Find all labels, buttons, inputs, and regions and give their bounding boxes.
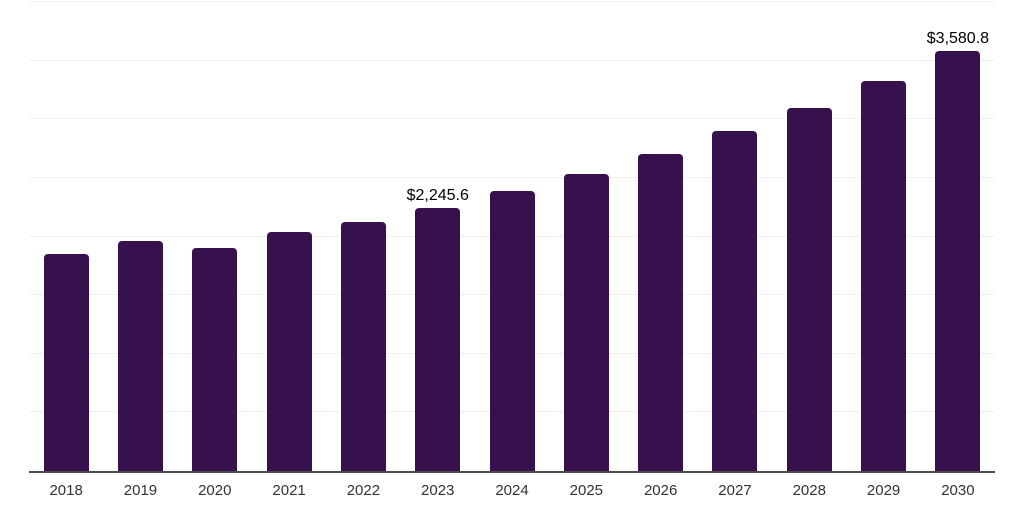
bar-2024 bbox=[489, 191, 535, 471]
x-tick-label-2028: 2028 bbox=[792, 482, 826, 499]
x-tick-label-2020: 2020 bbox=[198, 482, 232, 499]
bar-slot-2022 bbox=[326, 2, 400, 471]
x-tick-label-2018: 2018 bbox=[49, 482, 83, 499]
bar-slot-2029 bbox=[846, 2, 920, 471]
bar-2018 bbox=[43, 253, 89, 471]
bar-2029 bbox=[861, 81, 907, 471]
x-tick-label-2022: 2022 bbox=[346, 482, 381, 499]
x-tick-label-2030: 2030 bbox=[941, 482, 975, 499]
bar-slot-2027 bbox=[698, 2, 772, 471]
x-tick-label-2029: 2029 bbox=[866, 482, 901, 499]
bar-2030 bbox=[935, 51, 981, 471]
plot-area: $2,245.6 $3,580.8 bbox=[29, 1, 995, 473]
x-tick-label-2019: 2019 bbox=[123, 482, 158, 499]
bar-slot-2021 bbox=[252, 2, 326, 471]
bar-2025 bbox=[563, 173, 609, 471]
bar-slot-2026 bbox=[624, 2, 698, 471]
bar-slot-2028 bbox=[772, 2, 846, 471]
bar-2021 bbox=[266, 232, 312, 471]
bar-series: $2,245.6 $3,580.8 bbox=[29, 2, 995, 471]
x-tick-label-2027: 2027 bbox=[718, 482, 752, 499]
gridline bbox=[29, 59, 995, 61]
x-tick-label-2026: 2026 bbox=[643, 482, 678, 499]
bar-slot-2024 bbox=[475, 2, 549, 471]
bar-slot-2023: $2,245.6 bbox=[401, 2, 475, 471]
gridline bbox=[29, 176, 995, 178]
bar-2028 bbox=[786, 108, 832, 471]
bar-2022 bbox=[340, 222, 386, 471]
bar-value-label-2023: $2,245.6 bbox=[406, 186, 469, 204]
bar-2023 bbox=[415, 207, 461, 471]
bar-slot-2025 bbox=[549, 2, 623, 471]
x-tick-label-2023: 2023 bbox=[421, 482, 455, 499]
bar-slot-2030: $3,580.8 bbox=[921, 2, 995, 471]
x-tick-label-2024: 2024 bbox=[495, 482, 529, 499]
bar-value-label-2030: $3,580.8 bbox=[926, 30, 990, 48]
gridline bbox=[29, 1, 995, 2]
bar-slot-2020 bbox=[178, 2, 252, 471]
bar-slot-2018 bbox=[29, 2, 103, 471]
bar-slot-2019 bbox=[103, 2, 177, 471]
x-tick-label-2021: 2021 bbox=[272, 482, 306, 499]
bar-2027 bbox=[712, 130, 758, 471]
x-axis: 2018 2019 2020 2021 2022 2023 2024 2025 2026 2027… bbox=[29, 481, 995, 501]
bar-2019 bbox=[117, 240, 163, 471]
bar-2026 bbox=[638, 153, 684, 471]
x-tick-label-2025: 2025 bbox=[569, 482, 604, 499]
bar-2020 bbox=[192, 247, 238, 471]
gridline bbox=[29, 118, 995, 120]
